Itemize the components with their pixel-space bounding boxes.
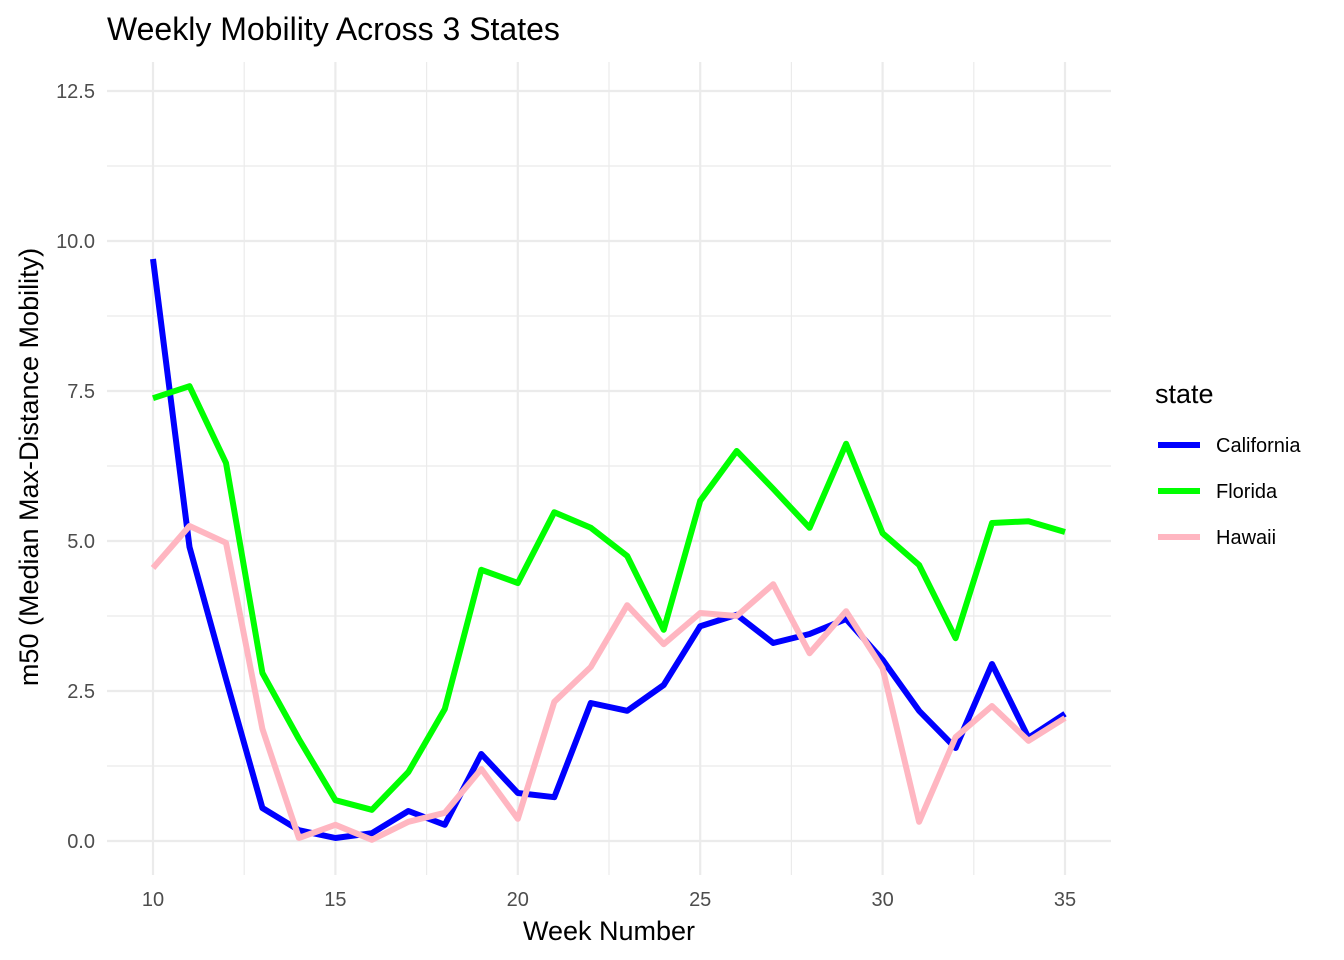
x-tick-label: 35: [1054, 889, 1076, 911]
chart-title: Weekly Mobility Across 3 States: [107, 11, 560, 47]
y-tick-label: 2.5: [67, 681, 95, 703]
series-line-hawaii: [150, 523, 1067, 843]
x-axis-title: Week Number: [523, 916, 695, 946]
grid: [107, 62, 1111, 875]
legend-label: Hawaii: [1216, 527, 1276, 549]
series-lines: [150, 258, 1067, 843]
x-axis-ticks: 10 15 20 25 30 35: [142, 889, 1076, 911]
x-tick-label: 15: [324, 889, 346, 911]
y-tick-label: 5.0: [67, 531, 95, 553]
y-tick-label: 7.5: [67, 381, 95, 403]
series-line-florida: [152, 383, 1066, 813]
legend-title: state: [1155, 379, 1214, 409]
y-axis-title: m50 (Median Max-Distance Mobility): [14, 248, 44, 686]
series-line-california: [150, 258, 1067, 841]
y-tick-label: 0.0: [67, 831, 95, 853]
legend-label: Florida: [1216, 481, 1278, 503]
y-tick-label: 12.5: [56, 81, 95, 103]
legend: state California Florida Hawaii: [1155, 379, 1301, 549]
x-tick-label: 10: [142, 889, 164, 911]
legend-label: California: [1216, 435, 1301, 457]
y-axis-ticks: 0.0 2.5 5.0 7.5 10.0 12.5: [56, 81, 95, 853]
x-tick-label: 30: [871, 889, 893, 911]
x-tick-label: 25: [689, 889, 711, 911]
x-tick-label: 20: [507, 889, 529, 911]
y-tick-label: 10.0: [56, 231, 95, 253]
